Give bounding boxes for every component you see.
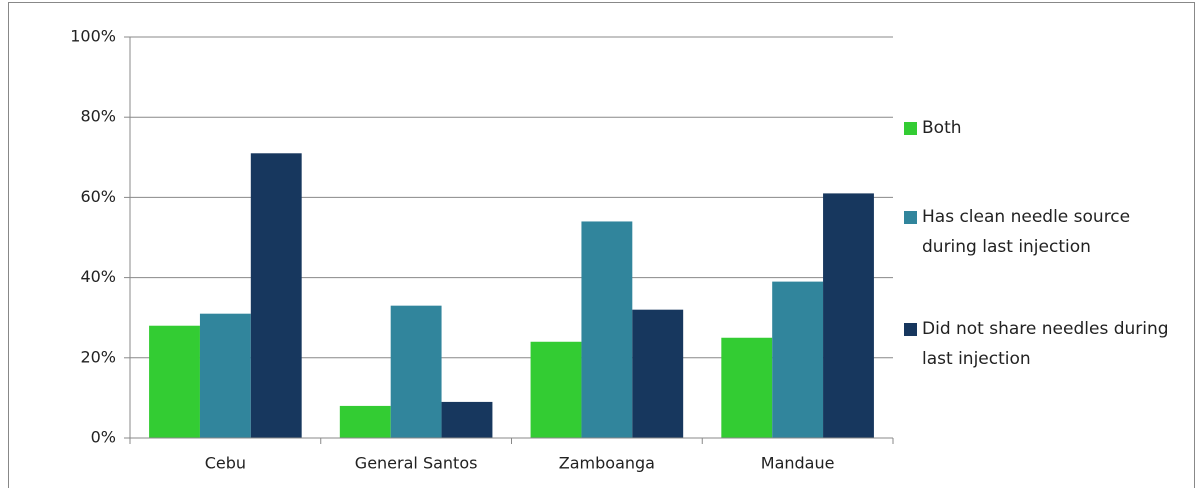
bar <box>530 341 582 438</box>
legend-label: Both <box>922 118 962 138</box>
legend-label: Has clean needle source during last inje… <box>922 207 1131 257</box>
legend-label: Did not share needles during last inject… <box>922 319 1169 369</box>
legend-swatch <box>904 211 917 224</box>
y-tick-label: 80% <box>80 107 116 126</box>
bar <box>581 221 633 438</box>
bar <box>339 405 391 438</box>
x-tick-label: Cebu <box>205 454 246 473</box>
x-tick-label: General Santos <box>355 454 478 473</box>
legend-item: Both <box>904 113 1189 143</box>
legend-item: Did not share needles during last inject… <box>904 314 1189 374</box>
y-tick-label: 40% <box>80 267 116 286</box>
bar <box>250 153 302 439</box>
legend-swatch <box>904 122 917 135</box>
bar <box>823 193 874 438</box>
bar <box>772 281 824 438</box>
chart-border <box>8 2 1195 488</box>
legend-item: Has clean needle source during last inje… <box>904 202 1189 262</box>
legend-swatch <box>904 323 917 336</box>
x-tick-label: Mandaue <box>761 454 835 473</box>
bar <box>721 337 773 438</box>
bar <box>441 401 493 438</box>
y-tick-label: 100% <box>70 27 116 46</box>
y-tick-label: 0% <box>91 428 116 447</box>
bar <box>390 305 442 438</box>
y-tick-label: 20% <box>80 347 116 366</box>
y-tick-label: 60% <box>80 187 116 206</box>
bar <box>149 325 200 438</box>
x-tick-label: Zamboanga <box>559 454 655 473</box>
bar <box>632 309 684 438</box>
bar <box>199 313 251 438</box>
